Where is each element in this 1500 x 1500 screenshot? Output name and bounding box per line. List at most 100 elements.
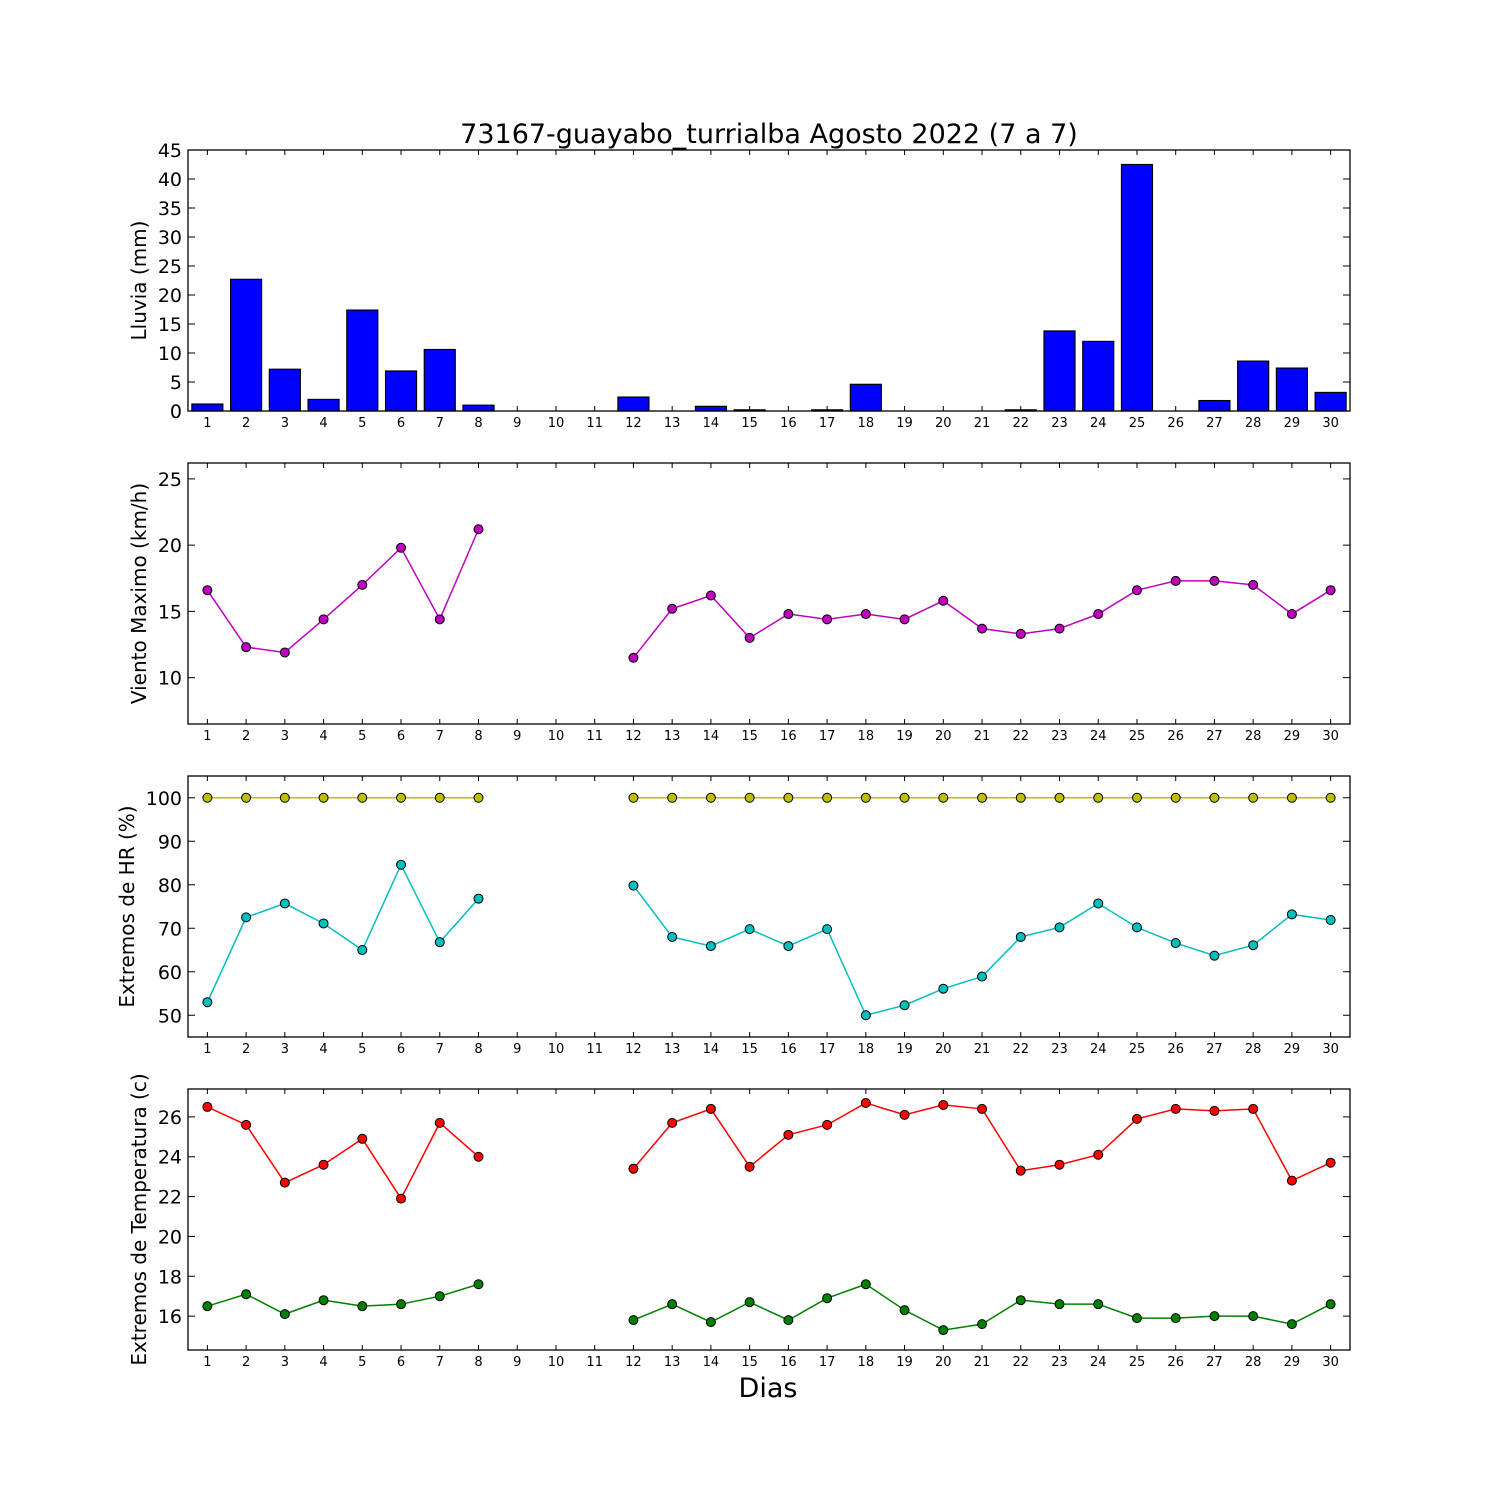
humidity-series-1-point	[202, 792, 213, 803]
rain-ytick-label: 20	[158, 285, 182, 307]
humidity-series-1-point	[783, 792, 794, 803]
humidity-xtick-label: 17	[819, 1042, 836, 1057]
wind-xtick-label: 2	[242, 729, 250, 744]
humidity-xtick-label: 2	[242, 1042, 250, 1057]
wind-xtick-label: 21	[974, 729, 991, 744]
wind-series-1-point	[241, 642, 252, 653]
rain-ytick-label: 0	[170, 401, 182, 423]
rain-bar	[384, 370, 418, 412]
temperature-series-1-point	[1054, 1159, 1065, 1170]
rain-bar	[1237, 360, 1270, 412]
temperature-xtick-label: 8	[474, 1355, 482, 1370]
rain-ytick-label: 30	[158, 227, 182, 249]
humidity-series-2-point	[667, 931, 678, 942]
wind-xtick-label: 27	[1206, 729, 1223, 744]
humidity-series-2-point	[783, 941, 794, 952]
wind-xtick-label: 17	[819, 729, 836, 744]
rain-bar	[191, 403, 224, 412]
rain-ytick-label: 45	[158, 140, 182, 162]
temperature-series-2-point	[1286, 1319, 1297, 1330]
temperature-xtick-label: 22	[1012, 1355, 1029, 1370]
humidity-series-2-point	[1209, 950, 1220, 961]
rain-bar	[268, 368, 301, 412]
temperature-y-axis-label: Extremos de Temperatura (c)	[127, 1073, 151, 1365]
humidity-series-1-point	[396, 792, 407, 803]
humidity-series-2-point	[938, 983, 949, 994]
wind-xtick-label: 10	[548, 729, 565, 744]
humidity-series-1-point	[938, 792, 949, 803]
rain-xtick-label: 6	[397, 416, 405, 431]
humidity-ytick-label: 90	[158, 831, 182, 853]
temperature-series-1-point	[977, 1103, 988, 1114]
temperature-series-1-point	[822, 1119, 833, 1130]
temperature-series-2-point	[977, 1319, 988, 1330]
temperature-xtick-label: 12	[625, 1355, 642, 1370]
rain-xtick-label: 21	[974, 416, 991, 431]
wind-series-1-point	[1015, 628, 1026, 639]
humidity-series-1-point	[628, 792, 639, 803]
temperature-xtick-label: 1	[203, 1355, 211, 1370]
humidity-xtick-label: 4	[319, 1042, 327, 1057]
wind-series-1-point	[977, 623, 988, 634]
wind-xtick-label: 28	[1245, 729, 1262, 744]
temperature-xtick-label: 29	[1284, 1355, 1301, 1370]
temperature-series-2-point	[1209, 1311, 1220, 1322]
rain-xtick-label: 28	[1245, 416, 1262, 431]
temperature-axes-frame	[187, 1088, 1351, 1351]
chart-panels: 1 2 3 4 5 6 7 8 9 10 11 12 13 14 15 16 17 18 19 20 21 22 23 24 2…	[115, 140, 1351, 1370]
humidity-series-1-point	[434, 792, 445, 803]
humidity-series-1-point	[318, 792, 329, 803]
temperature-series-1-point	[1248, 1103, 1259, 1114]
rain-xtick-label: 11	[586, 416, 603, 431]
temperature-series-2-point	[202, 1301, 213, 1312]
temperature-series-2-point	[357, 1301, 368, 1312]
temperature-series-1-point	[241, 1119, 252, 1130]
wind-series-1-point	[1325, 585, 1336, 596]
wind-xtick-label: 18	[858, 729, 875, 744]
temperature-xtick-label: 27	[1206, 1355, 1223, 1370]
rain-xtick-label: 10	[548, 416, 565, 431]
wind-series-1-point	[822, 614, 833, 625]
wind-panel: 1 2 3 4 5 6 7 8 9 10 11 12 13 14 15 16 17 18 19 20 21 22 23 24 2…	[127, 462, 1351, 744]
humidity-series-1-point	[1209, 792, 1220, 803]
wind-ytick-label: 10	[158, 668, 182, 690]
humidity-xtick-label: 20	[935, 1042, 952, 1057]
rain-xtick-label: 19	[896, 416, 913, 431]
humidity-series-2-point	[1131, 922, 1142, 933]
humidity-xtick-label: 24	[1090, 1042, 1107, 1057]
rain-ytick-label: 5	[170, 372, 182, 394]
rain-xtick-label: 1	[203, 416, 211, 431]
rain-ytick-label: 10	[158, 343, 182, 365]
temperature-series-2-point	[705, 1317, 716, 1328]
humidity-xtick-label: 1	[203, 1042, 211, 1057]
temperature-xtick-label: 10	[548, 1355, 565, 1370]
wind-ytick-label: 20	[158, 535, 182, 557]
temperature-xtick-label: 17	[819, 1355, 836, 1370]
humidity-panel: 1 2 3 4 5 6 7 8 9 10 11 12 13 14 15 16 17 18 19 20 21 22 23 24 2…	[115, 775, 1351, 1057]
temperature-series-1-point	[279, 1177, 290, 1188]
humidity-ytick-label: 80	[158, 875, 182, 897]
temperature-xtick-label: 7	[436, 1355, 444, 1370]
humidity-xtick-label: 26	[1167, 1042, 1184, 1057]
temperature-series-2-point	[1248, 1311, 1259, 1322]
temperature-xtick-label: 30	[1322, 1355, 1339, 1370]
rain-bar	[307, 398, 340, 412]
temperature-series-2-point	[822, 1293, 833, 1304]
wind-xtick-label: 5	[358, 729, 366, 744]
humidity-ytick-label: 100	[146, 788, 182, 810]
rain-xtick-label: 3	[281, 416, 289, 431]
humidity-series-2-point	[744, 924, 755, 935]
rain-xtick-label: 20	[935, 416, 952, 431]
rain-xtick-label: 16	[780, 416, 797, 431]
humidity-xtick-label: 10	[548, 1042, 565, 1057]
temperature-series-2-point	[938, 1325, 949, 1336]
humidity-xtick-label: 29	[1284, 1042, 1301, 1057]
temperature-series-2-point	[1170, 1313, 1181, 1324]
wind-xtick-label: 24	[1090, 729, 1107, 744]
wind-series-1-line	[206, 528, 480, 654]
wind-series-1-point	[783, 609, 794, 620]
humidity-series-1-point	[744, 792, 755, 803]
rain-bar	[1043, 330, 1076, 412]
wind-series-1-point	[628, 652, 639, 663]
